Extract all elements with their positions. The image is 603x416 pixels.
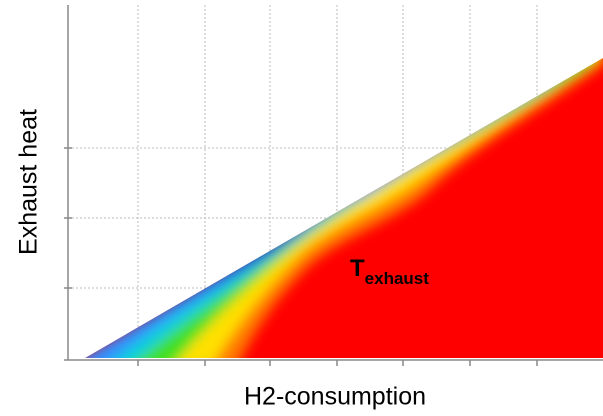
annotation-text: T [350, 255, 365, 282]
annotation: Texhaust [350, 255, 429, 288]
x-axis-label: H2-consumption [244, 383, 426, 411]
annotation-subscript: exhaust [365, 269, 430, 288]
contour-field [85, 58, 603, 358]
y-axis-label: Exhaust heat [15, 109, 43, 255]
axes [64, 5, 603, 366]
